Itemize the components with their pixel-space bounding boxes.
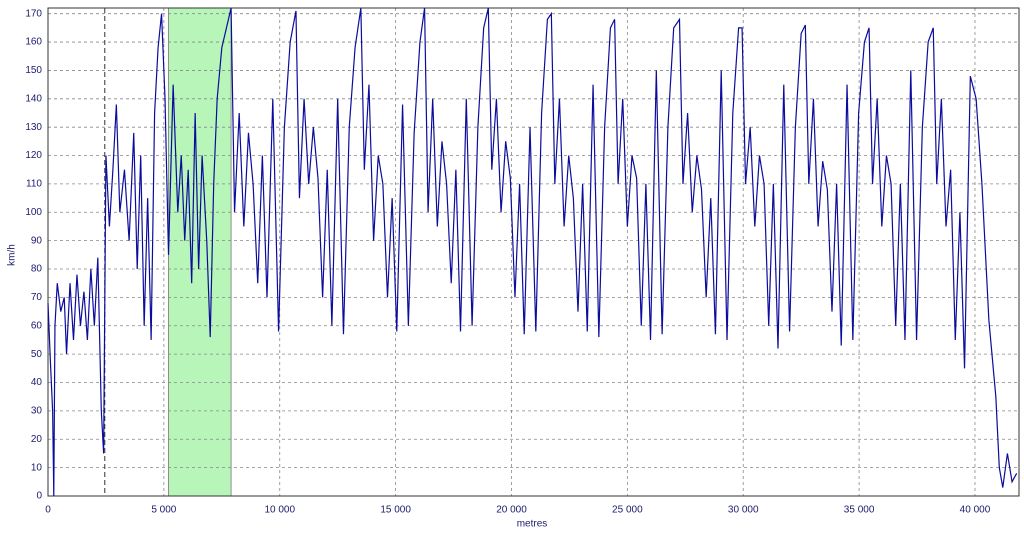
y-tick-label: 60 (31, 320, 43, 331)
x-tick-label: 40 000 (960, 505, 991, 516)
y-tick-label: 140 (25, 93, 42, 104)
y-tick-label: 50 (31, 349, 43, 360)
x-tick-label: 35 000 (844, 505, 875, 516)
y-axis-label: km/h (7, 244, 18, 266)
x-axis-label: metres (517, 519, 548, 530)
y-tick-label: 30 (31, 406, 43, 417)
y-tick-label: 170 (25, 8, 42, 19)
y-tick-label: 130 (25, 122, 42, 133)
y-tick-label: 100 (25, 207, 42, 218)
x-tick-label: 5 000 (151, 505, 176, 516)
x-tick-label: 10 000 (264, 505, 295, 516)
highlight-region (168, 7, 232, 497)
y-tick-label: 40 (31, 377, 43, 388)
x-tick-label: 25 000 (612, 505, 643, 516)
x-tick-label: 20 000 (496, 505, 527, 516)
y-tick-label: 0 (36, 491, 42, 502)
y-tick-label: 20 (31, 434, 43, 445)
x-tick-label: 30 000 (728, 505, 759, 516)
data-line (47, 7, 1018, 497)
y-tick-label: 110 (26, 179, 42, 190)
x-tick-label: 0 (45, 505, 51, 516)
x-tick-label: 15 000 (380, 505, 411, 516)
y-tick-label: 160 (25, 37, 42, 48)
y-tick-label: 150 (25, 65, 42, 76)
y-tick-label: 80 (31, 264, 43, 275)
y-tick-label: 90 (31, 235, 43, 246)
y-tick-label: 70 (31, 292, 43, 303)
y-tick-label: 120 (25, 150, 42, 161)
plot-frame (47, 7, 1020, 497)
y-tick-label: 10 (31, 462, 43, 473)
